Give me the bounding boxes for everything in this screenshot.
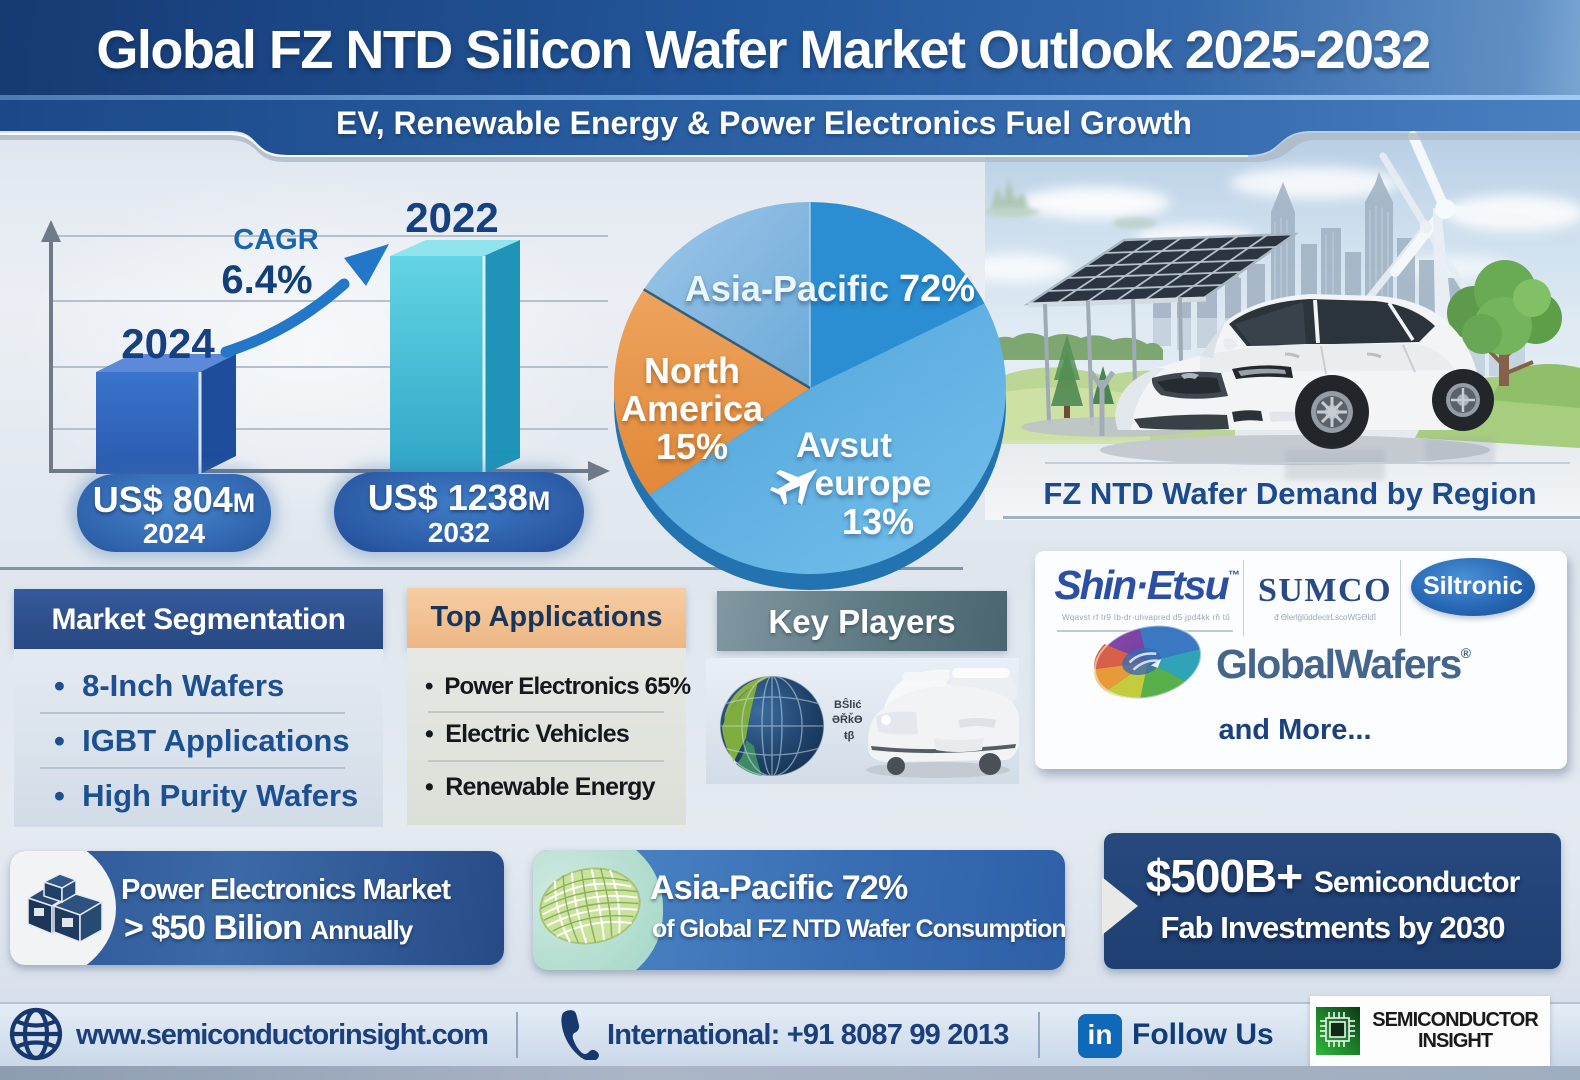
svg-text:BŜlić: BŜlić	[834, 698, 862, 711]
svg-text:ƏŘǩϴ: ƏŘǩϴ	[832, 713, 863, 726]
svg-text:ŧβ: ŧβ	[844, 730, 855, 742]
